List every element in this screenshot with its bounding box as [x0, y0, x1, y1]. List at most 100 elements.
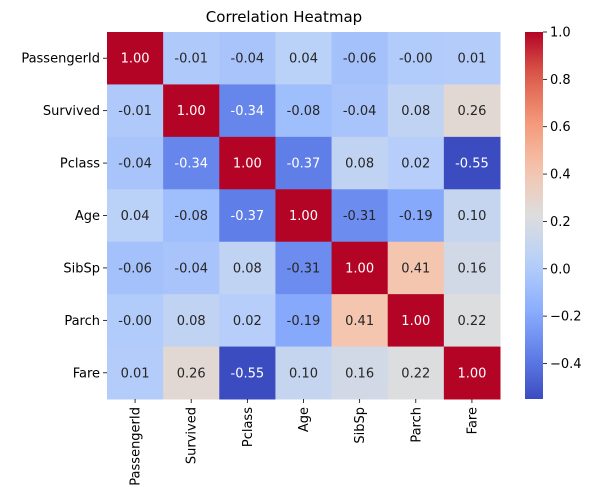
heatmap-cell-label-6-0: 0.01 [121, 366, 150, 381]
chart-title: Correlation Heatmap [206, 8, 362, 26]
heatmap-cell-5-1 [163, 294, 220, 348]
heatmap-cell-0-3 [275, 32, 333, 85]
row-label-1: Survived [43, 104, 100, 119]
heatmap-cell-label-1-5: 0.08 [401, 104, 430, 119]
colorbar-tick-label-3: 0.2 [550, 215, 571, 230]
heatmap-cell-5-2 [219, 294, 276, 348]
col-label-2: Pclass [241, 407, 256, 447]
heatmap-cell-label-4-5: 0.41 [401, 261, 430, 276]
heatmap-cell-3-0 [107, 189, 164, 243]
heatmap-cell-2-6 [443, 136, 501, 190]
heatmap-cell-label-2-1: -0.34 [174, 157, 208, 172]
heatmap-cell-label-1-0: -0.01 [118, 104, 152, 119]
heatmap-cell-label-0-5: -0.00 [399, 52, 433, 67]
heatmap-cell-3-1 [163, 189, 220, 243]
heatmap-cell-1-4 [331, 84, 389, 138]
heatmap-cell-label-1-4: -0.04 [343, 104, 377, 119]
heatmap-cell-label-1-6: 0.26 [457, 104, 486, 119]
heatmap-cell-4-0 [107, 241, 164, 295]
colorbar-tick-label-1: −0.2 [550, 310, 582, 325]
colorbar-tick-label-2: 0.0 [550, 262, 571, 277]
heatmap-cell-label-5-2: 0.02 [233, 314, 262, 329]
heatmap-cell-label-3-0: 0.04 [121, 209, 150, 224]
heatmap-cell-5-3 [275, 294, 333, 348]
heatmap-cell-label-4-4: 1.00 [345, 261, 374, 276]
row-label-6: Fare [73, 366, 100, 381]
colorbar-gradient [525, 32, 543, 399]
heatmap-cell-0-6 [443, 32, 501, 85]
heatmap-cell-6-3 [275, 346, 333, 400]
heatmap-cell-5-4 [331, 294, 389, 348]
heatmap-cell-1-2 [219, 84, 276, 138]
heatmap-cell-label-4-3: -0.31 [287, 261, 321, 276]
heatmap-cell-label-1-1: 1.00 [177, 104, 206, 119]
heatmap-cell-4-1 [163, 241, 220, 295]
heatmap-cell-4-2 [219, 241, 276, 295]
heatmap-cell-5-0 [107, 294, 164, 348]
colorbar-tick-label-4: 0.4 [550, 168, 571, 183]
row-label-4: SibSp [63, 261, 100, 276]
heatmap-cell-label-2-6: -0.55 [455, 157, 489, 172]
heatmap-cell-3-6 [443, 189, 501, 243]
heatmap-cell-label-5-6: 0.22 [457, 314, 486, 329]
heatmap-cell-label-2-3: -0.37 [287, 157, 321, 172]
heatmap-cell-1-3 [275, 84, 333, 138]
heatmap-cell-4-4 [331, 241, 389, 295]
heatmap-cell-1-5 [387, 84, 445, 138]
heatmap-cell-label-4-6: 0.16 [457, 261, 486, 276]
heatmap-cell-label-3-1: -0.08 [174, 209, 208, 224]
row-label-0: PassengerId [21, 52, 100, 67]
heatmap-cell-1-6 [443, 84, 501, 138]
heatmap-cell-label-0-2: -0.04 [231, 52, 265, 67]
heatmap-cell-label-3-3: 1.00 [289, 209, 318, 224]
heatmap-cell-3-3 [275, 189, 333, 243]
heatmap-cell-6-0 [107, 346, 164, 400]
heatmap-cell-label-0-1: -0.01 [174, 52, 208, 67]
heatmap-cell-label-0-4: -0.06 [343, 52, 377, 67]
col-label-5: Parch [409, 407, 424, 443]
heatmap-cell-label-1-2: -0.34 [231, 104, 265, 119]
heatmap-cell-label-1-3: -0.08 [287, 104, 321, 119]
heatmap-cell-label-4-0: -0.06 [118, 261, 152, 276]
heatmap-cell-label-5-3: -0.19 [287, 314, 321, 329]
row-label-3: Age [75, 209, 100, 224]
row-label-2: Pclass [60, 157, 100, 172]
heatmap-cell-3-5 [387, 189, 445, 243]
heatmap-cell-5-6 [443, 294, 501, 348]
col-label-1: Survived [185, 407, 200, 464]
heatmap-cell-label-2-0: -0.04 [118, 157, 152, 172]
heatmap-cell-label-4-1: -0.04 [174, 261, 208, 276]
row-tick-labels: PassengerId Survived Pclass Age SibSp Parch Fa… [21, 52, 107, 381]
heatmap-cell-label-6-4: 0.16 [345, 366, 374, 381]
heatmap-cell-label-3-2: -0.37 [231, 209, 265, 224]
heatmap-cell-label-2-4: 0.08 [345, 157, 374, 172]
heatmap-cell-2-5 [387, 136, 445, 190]
heatmap-cell-6-6 [443, 346, 501, 400]
heatmap-cell-0-0 [107, 32, 164, 85]
col-label-6: Fare [465, 407, 480, 434]
heatmap-cell-label-6-1: 0.26 [177, 366, 206, 381]
heatmap-cell-3-4 [331, 189, 389, 243]
heatmap-cell-0-2 [219, 32, 276, 85]
heatmap-cell-label-0-0: 1.00 [121, 52, 150, 67]
heatmap-cell-label-3-6: 0.10 [457, 209, 486, 224]
heatmap-cell-6-2 [219, 346, 276, 400]
heatmap-cell-label-3-5: -0.19 [399, 209, 433, 224]
heatmap-cell-label-6-5: 0.22 [401, 366, 430, 381]
heatmap-cell-label-4-2: 0.08 [233, 261, 262, 276]
heatmap-cell-2-4 [331, 136, 389, 190]
heatmap-cell-1-1 [163, 84, 220, 138]
heatmap-cell-label-6-6: 1.00 [457, 366, 486, 381]
heatmap-cell-0-5 [387, 32, 445, 85]
heatmap-cell-label-2-5: 0.02 [401, 157, 430, 172]
colorbar: −0.4 −0.2 0.0 0.2 0.4 0.6 0.8 1.0 [525, 26, 582, 399]
heatmap-cell-2-1 [163, 136, 220, 190]
heatmap-cells: 1.00 -0.01 -0.04 0.04 -0.06 -0.00 0.01 -0.01 1.0… [107, 32, 501, 400]
heatmap-cell-2-2 [219, 136, 276, 190]
heatmap-cell-1-0 [107, 84, 164, 138]
heatmap-cell-label-5-1: 0.08 [177, 314, 206, 329]
col-label-3: Age [297, 407, 312, 432]
heatmap-cell-6-5 [387, 346, 445, 400]
heatmap-cell-4-6 [443, 241, 501, 295]
